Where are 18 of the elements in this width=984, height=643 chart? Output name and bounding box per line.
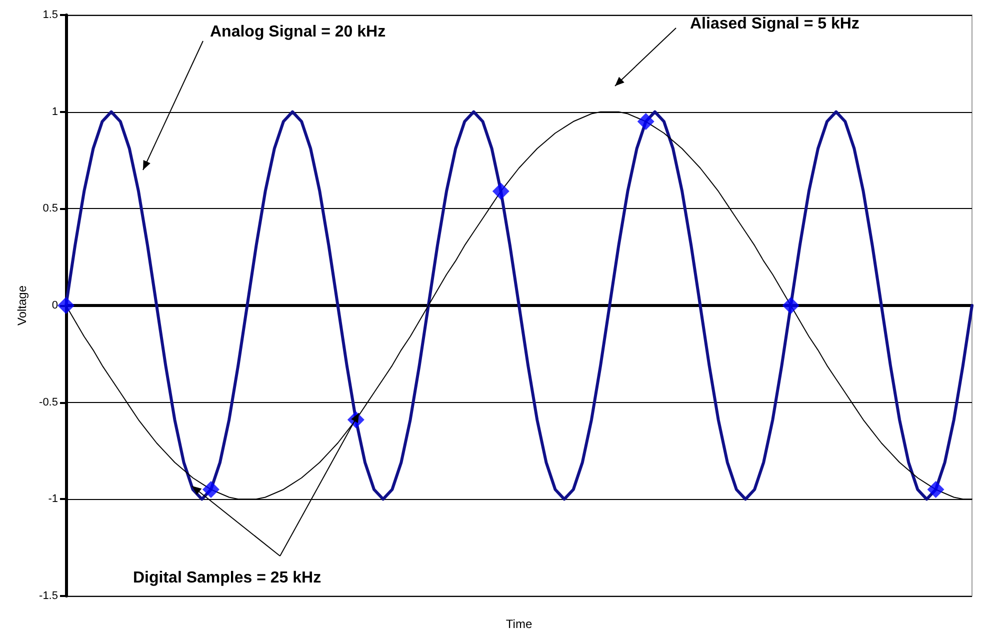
y-tick-label: -0.5: [39, 396, 58, 408]
point: [637, 113, 654, 130]
x-axis-title: Time: [506, 617, 532, 631]
y-tick-label: 0: [52, 300, 58, 312]
y-tick-label: -1.5: [39, 590, 58, 602]
point: [927, 480, 944, 498]
point: [202, 480, 220, 498]
y-tick-label: -1: [48, 493, 58, 506]
annotation: Digital Samples = 25 kHz: [133, 570, 322, 586]
y-tick-label: 0.5: [42, 202, 58, 215]
y-axis-title: Voltage: [15, 285, 29, 326]
point: [782, 297, 800, 314]
point: [492, 182, 510, 200]
point: [58, 297, 74, 314]
y-tick-label: 1.5: [42, 9, 58, 21]
annotation: Analog Signal = 20 kHz: [210, 24, 386, 40]
y-tick-label: 1: [52, 106, 58, 118]
annotation: Aliased Signal = 5 kHz: [690, 16, 860, 32]
